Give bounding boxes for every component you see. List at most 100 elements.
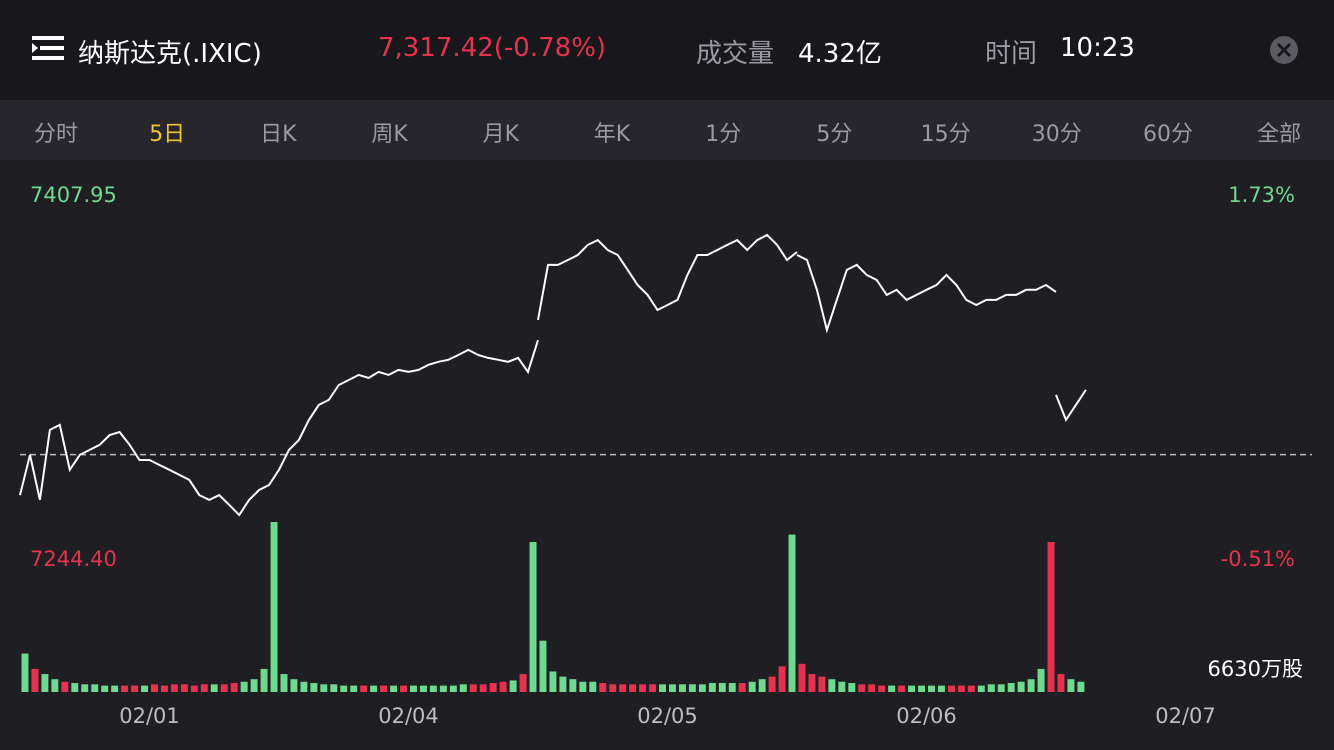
volume-bar <box>81 684 89 692</box>
volume-bar <box>1057 674 1065 692</box>
volume-bar <box>151 684 158 692</box>
volume-bar <box>230 683 238 692</box>
volume-bar <box>1037 668 1045 692</box>
tab[interactable]: 年K <box>593 122 631 147</box>
volume-bar <box>828 679 836 692</box>
volume-bar <box>858 684 866 692</box>
volume-bar <box>310 683 318 692</box>
y2-tick-label: 1.73% <box>1228 183 1295 207</box>
tab[interactable]: 5分 <box>816 122 853 147</box>
volume-bar <box>91 684 99 692</box>
volume-bar <box>549 671 557 692</box>
price-line <box>537 233 798 321</box>
volume-bar <box>71 683 79 692</box>
volume-bar <box>489 683 497 692</box>
volume-bar <box>559 676 567 692</box>
volume: 4.32亿 <box>798 39 882 69</box>
volume-bar <box>459 684 467 692</box>
volume-bar <box>798 663 806 692</box>
volume-bar <box>967 685 975 692</box>
volume-bar <box>350 685 358 692</box>
volume-bar <box>1027 679 1035 692</box>
title: 纳斯达克(.IXIC) <box>78 39 262 69</box>
volume-bar <box>748 681 756 692</box>
volume-bar <box>380 685 388 692</box>
volume-bar <box>469 684 477 692</box>
volume-bar <box>449 685 457 692</box>
header: 纳斯达克(.IXIC) 7,317.42(-0.78%) 成交量 4.32亿 时… <box>0 0 1334 100</box>
volume-bar <box>340 685 348 692</box>
volume-bar <box>240 681 248 692</box>
tab[interactable]: 月K <box>482 122 520 147</box>
volume-bar <box>768 676 776 692</box>
volume-bar <box>728 683 736 692</box>
tab[interactable]: 日K <box>260 122 297 147</box>
volume-bar <box>878 685 886 692</box>
tab[interactable]: 15分 <box>920 122 971 147</box>
volume-bar <box>629 684 637 692</box>
volume-bar <box>898 685 906 692</box>
volume-bar <box>410 685 417 692</box>
quote: 7,317.42(-0.78%) <box>378 33 607 63</box>
volume-bar <box>778 666 786 692</box>
volume-bar <box>708 683 716 692</box>
volume-bar <box>51 679 59 692</box>
volume-bar <box>908 685 916 692</box>
volume-bar <box>360 685 368 692</box>
tab[interactable]: 分时 <box>33 122 79 147</box>
volume-bar <box>1077 681 1085 692</box>
volume-bar <box>250 679 258 692</box>
volume-bar <box>160 685 168 692</box>
volume-bar <box>579 681 587 692</box>
tab[interactable]: 周K <box>371 122 408 147</box>
price-line <box>1055 389 1087 423</box>
volume-bar <box>957 685 965 692</box>
y2-tick-label: -0.51% <box>1221 547 1295 571</box>
tab[interactable]: 全部 <box>1257 122 1302 147</box>
x-tick-label: 02/04 <box>378 704 439 728</box>
volume-bar <box>370 685 378 692</box>
volume-bar <box>987 684 995 692</box>
volume-bar <box>499 681 507 692</box>
volume-bar <box>569 679 577 692</box>
volume-bar <box>190 685 198 692</box>
volume-bar <box>808 674 816 692</box>
x-tick-label: 02/05 <box>637 704 698 728</box>
volume-bar <box>300 681 308 692</box>
volume-bar <box>330 684 338 692</box>
tab[interactable]: 5日 <box>149 122 186 147</box>
volume-bar <box>220 684 228 692</box>
volume-bar <box>977 685 985 692</box>
volume-bar <box>21 653 29 692</box>
volume-bar <box>111 685 119 692</box>
volume-bar <box>290 679 298 692</box>
volume-bar <box>429 685 437 692</box>
volume-bar <box>180 684 188 692</box>
volume-bar <box>947 685 955 692</box>
volume-bar <box>997 684 1005 692</box>
time-label: 时间 <box>985 39 1038 69</box>
menu-icon[interactable] <box>30 32 70 72</box>
volume-bar <box>937 685 945 692</box>
volume-bar <box>659 684 666 692</box>
volume-bar <box>609 684 617 692</box>
tab[interactable]: 60分 <box>1143 122 1193 147</box>
volume-bar <box>868 684 876 692</box>
volume-bar <box>390 685 398 692</box>
volume-bar <box>121 685 129 692</box>
close-button[interactable] <box>1269 35 1299 65</box>
volume-bar <box>210 684 218 692</box>
volume-bar <box>639 684 647 692</box>
volume-bar <box>1017 681 1025 692</box>
tab[interactable]: 30分 <box>1031 122 1082 147</box>
volume-bar <box>619 684 627 692</box>
volume-bar <box>509 680 517 692</box>
volume-bar <box>718 683 726 692</box>
tab[interactable]: 1分 <box>705 122 742 147</box>
volume-bar <box>419 685 427 692</box>
volume-bar <box>848 683 856 692</box>
volume-bar <box>400 685 407 692</box>
period-tabs: 分时 5日 日K 周K 月K 年K 1分 5分 15分 30分 60分 全部 <box>0 100 1334 160</box>
volume-bar <box>61 681 69 692</box>
